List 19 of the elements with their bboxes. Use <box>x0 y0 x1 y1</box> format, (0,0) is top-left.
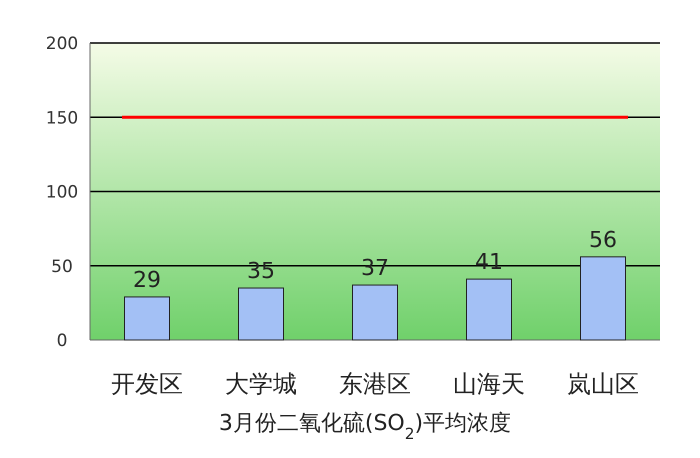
bar <box>580 256 626 340</box>
data-label: 56 <box>589 228 617 253</box>
data-label: 35 <box>247 259 275 284</box>
x-tick-label: 大学城 <box>225 370 297 398</box>
x-tick-label: 岚山区 <box>567 370 639 398</box>
y-tick-label: 50 <box>51 256 73 277</box>
y-tick-label: 0 <box>56 331 68 351</box>
x-tick-label: 开发区 <box>111 370 183 398</box>
bar <box>466 278 512 340</box>
x-tick-label: 山海天 <box>453 370 525 398</box>
bar <box>124 296 170 340</box>
y-tick-label: 100 <box>46 182 78 202</box>
y-tick-label: 150 <box>46 108 78 128</box>
bar <box>238 288 284 340</box>
data-label: 29 <box>133 268 161 293</box>
x-axis-title: 3月份二氧化硫(SO$_{2}$)平均浓度 <box>218 411 512 443</box>
bar <box>352 284 398 340</box>
x-tick-label: 东港区 <box>339 370 411 398</box>
y-tick-label: 200 <box>46 34 78 54</box>
